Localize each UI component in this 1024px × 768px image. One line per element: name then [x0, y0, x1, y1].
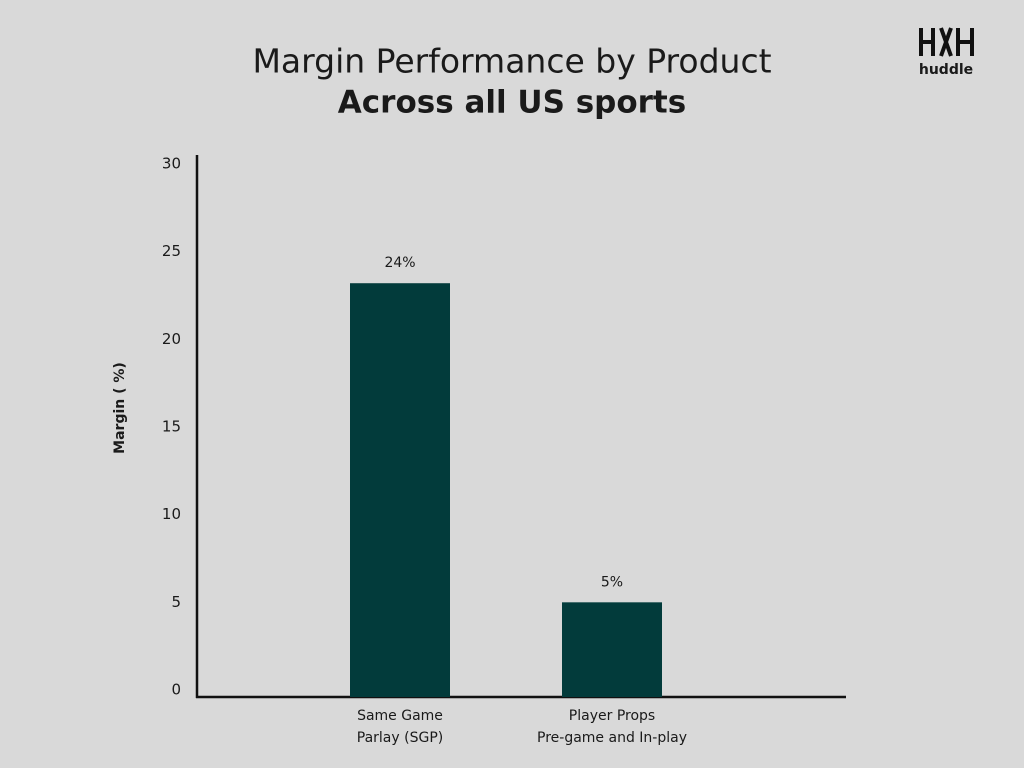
- y-tick-label: 15: [162, 418, 181, 436]
- value-label: 5%: [601, 574, 623, 590]
- x-tick-label: Player Props: [569, 708, 655, 724]
- y-tick-label: 25: [162, 242, 181, 260]
- y-axis-label: Margin ( %): [112, 362, 128, 454]
- value-label: 24%: [384, 255, 415, 271]
- x-tick-label: Same Game: [357, 708, 443, 724]
- x-tick-label: Pre-game and In-play: [537, 730, 687, 746]
- logo-text: huddle: [919, 62, 973, 78]
- bar: [350, 283, 450, 697]
- bar: [562, 602, 662, 697]
- y-tick-label: 0: [171, 681, 181, 699]
- chart-title: Margin Performance by Product: [252, 42, 771, 81]
- x-tick-label: Parlay (SGP): [357, 730, 443, 746]
- y-tick-label: 30: [162, 155, 181, 173]
- y-tick-label: 10: [162, 505, 181, 523]
- logo-icon: [919, 27, 974, 57]
- chart-subtitle: Across all US sports: [338, 85, 686, 121]
- y-tick-label: 20: [162, 330, 181, 348]
- y-tick-label: 5: [171, 593, 181, 611]
